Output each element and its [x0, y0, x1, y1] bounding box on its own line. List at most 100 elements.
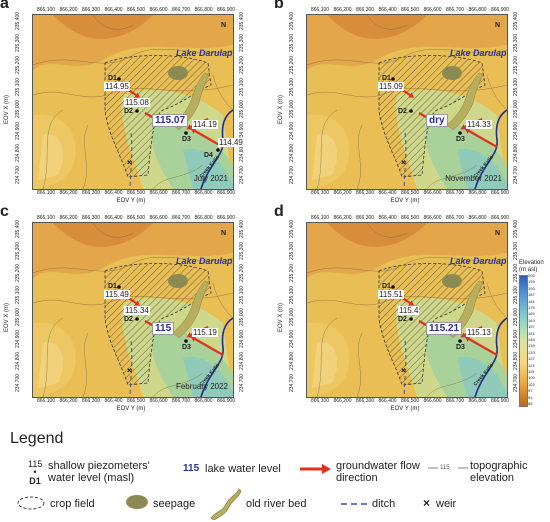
top-tick-label: 866,900: [216, 215, 236, 221]
legend-seepage-text: seepage: [153, 498, 196, 510]
lake-name-label: Lake Darulap: [176, 48, 233, 58]
colorbar-title: Elevation (m asl): [519, 260, 544, 273]
seepage-area: [442, 274, 462, 288]
piezometer-id: D4: [204, 152, 213, 159]
piezometer-id: D2: [398, 108, 407, 115]
y-tick-label: 234,700: [239, 165, 245, 184]
x-tick-label: 866,500: [126, 190, 146, 196]
x-tick-label: 866,100: [310, 190, 330, 196]
legend-piezo-text: shallow piezometers' water level (masl): [48, 460, 150, 484]
ditch-line: [129, 340, 133, 397]
piezometer-id: D2: [124, 316, 133, 323]
piezometer-dot: [409, 109, 413, 113]
x-tick-label: 866,400: [104, 190, 123, 196]
y-tick-label: 234,700: [239, 373, 245, 392]
y-axis-title: EOV X (m): [278, 94, 284, 124]
top-tick-label: 866,100: [36, 7, 56, 13]
x-tick-label: 866,200: [59, 190, 78, 196]
x-tick-label: 866,900: [490, 398, 510, 404]
ditch-line: [403, 340, 407, 397]
piezometer-id: D1: [382, 283, 391, 290]
weir-icon: ×: [401, 158, 406, 167]
x-tick-label: 866,900: [490, 190, 510, 196]
piezometer-value: 115.34: [124, 306, 150, 315]
flow-arrow-head: [134, 92, 141, 98]
x-tick-label: 866,500: [400, 190, 420, 196]
map-panel-b: b 866,100 866,100 866,200 866,200 866,300 866,…: [274, 0, 530, 209]
colorbar-tick-label: 163: [528, 317, 535, 323]
y-tick-label: 235,100: [15, 285, 21, 304]
legend-lake-text: lake water level: [205, 463, 281, 475]
piezometer-dot: [135, 317, 139, 321]
flow-arrow-head: [460, 124, 467, 130]
top-tick-label: 866,500: [400, 215, 420, 221]
crop-field: [378, 55, 486, 178]
y-tick-label: 234,700: [15, 373, 21, 392]
colorbar-tick-label: 151: [528, 330, 535, 336]
top-tick-label: 866,600: [423, 215, 442, 221]
piezometer-value: 114.95: [104, 82, 130, 91]
y-tick-label: 235,200: [289, 55, 295, 74]
y-tick-label: 235,400: [239, 11, 245, 30]
legend-crop-icon: [17, 496, 45, 510]
top-tick-label: 866,200: [333, 215, 352, 221]
y-tick-label: 234,700: [513, 165, 519, 184]
colorbar-tick-label: 121: [528, 362, 535, 368]
colorbar-tick-label: 115: [528, 369, 535, 374]
colorbar-tick-label: 109: [528, 375, 535, 381]
top-tick-label: 866,500: [400, 7, 420, 13]
y-tick-label: 235,300: [15, 33, 21, 52]
y-tick-label: 235,000: [513, 99, 519, 118]
y-tick-label: 235,100: [239, 285, 245, 304]
y-tick-label: 235,300: [289, 241, 295, 260]
top-tick-label: 866,400: [378, 215, 397, 221]
piezometer-value: 115.13: [466, 328, 492, 337]
colorbar-tick-label: 145: [528, 337, 535, 342]
y-axis-title: EOV X (m): [278, 302, 284, 332]
seepage-area: [168, 274, 188, 288]
x-tick-label: 866,800: [194, 190, 213, 196]
panel-letter: a: [0, 0, 9, 12]
elevation-colorbar: Elevation (m asl) 205 199 193 187 181 175 169 1…: [519, 260, 549, 416]
x-tick-label: 866,300: [355, 190, 375, 196]
y-tick-label: 235,200: [15, 55, 21, 74]
piezometer-value: 114.49: [218, 138, 244, 147]
top-tick-label: 866,700: [171, 7, 191, 13]
piezometer-value: 114.33: [466, 120, 492, 129]
flow-arrow-head: [460, 332, 467, 338]
top-tick-label: 866,200: [59, 215, 78, 221]
y-tick-label: 234,800: [289, 351, 295, 370]
panel-date: July 2021: [193, 174, 228, 183]
top-tick-label: 866,900: [216, 7, 236, 13]
y-tick-label: 235,300: [513, 241, 519, 260]
x-axis-title: EOV Y (m): [390, 198, 420, 204]
lake-water-level: 115: [152, 322, 175, 335]
legend-flow-text: groundwater flow direction: [336, 460, 420, 484]
legend-contour-text: topographic elevation: [470, 460, 528, 484]
legend-title: Legend: [10, 430, 64, 447]
legend-flow-arrow-icon: [300, 464, 331, 474]
y-tick-label: 235,000: [239, 99, 245, 118]
colorbar-tick-label: 103: [528, 381, 535, 387]
piezometer-id: D1: [382, 75, 391, 82]
legend-piezo-id: D1: [29, 476, 41, 486]
top-tick-label: 866,300: [355, 7, 375, 13]
piezometer-value: 115.19: [192, 328, 218, 337]
y-tick-label: 235,100: [289, 285, 295, 304]
y-tick-label: 235,000: [289, 99, 295, 118]
piezometer-id: D2: [124, 108, 133, 115]
flow-arrow-head: [464, 336, 471, 342]
flow-arrow: [468, 130, 498, 148]
top-tick-label: 866,800: [194, 215, 213, 221]
y-tick-label: 235,100: [513, 77, 519, 96]
x-tick-label: 866,700: [171, 398, 191, 404]
x-tick-label: 866,400: [378, 190, 397, 196]
lake-water-level: 115.07: [152, 114, 189, 127]
creek-line: [200, 317, 233, 397]
y-tick-label: 235,300: [289, 33, 295, 52]
x-tick-label: 866,100: [36, 190, 56, 196]
flow-arrow-head: [464, 128, 471, 134]
x-tick-label: 866,400: [104, 398, 123, 404]
y-tick-label: 235,400: [513, 11, 519, 30]
piezometer-value: 115.4: [398, 306, 420, 315]
